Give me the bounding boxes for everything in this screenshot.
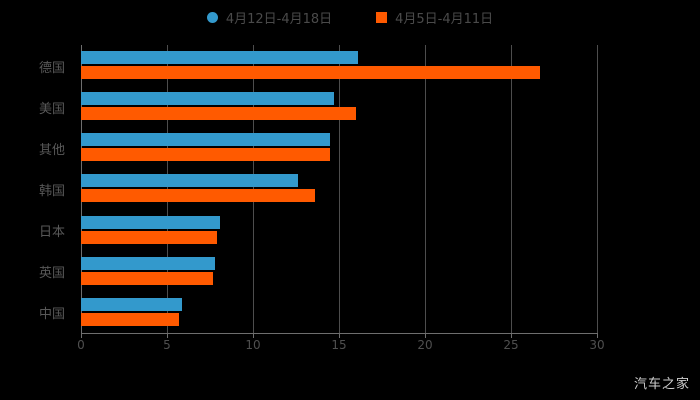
bar-series-1[interactable] bbox=[81, 256, 216, 270]
bar-series-2[interactable] bbox=[81, 312, 180, 326]
x-tick-10 bbox=[253, 333, 254, 338]
bar-series-1[interactable] bbox=[81, 133, 331, 147]
bar-series-1[interactable] bbox=[81, 51, 358, 64]
legend-item-series-2[interactable]: 4月5日-4月11日 bbox=[376, 8, 493, 27]
watermark: 汽车之家 bbox=[633, 377, 690, 392]
bar-series-2[interactable] bbox=[81, 66, 541, 79]
category-label: 中国 bbox=[38, 307, 65, 323]
gridline-10 bbox=[253, 45, 254, 333]
bar-series-1[interactable] bbox=[81, 174, 298, 188]
x-tick-label-20: 20 bbox=[417, 338, 433, 352]
category-label: 日本 bbox=[38, 225, 65, 241]
gridline-15 bbox=[339, 45, 340, 333]
x-tick-0 bbox=[81, 333, 82, 338]
plot-area bbox=[81, 45, 598, 333]
x-tick-label-30: 30 bbox=[589, 338, 605, 352]
x-tick-5 bbox=[167, 333, 168, 338]
legend-label-series-1: 4月12日-4月18日 bbox=[225, 12, 333, 27]
gridline-0 bbox=[81, 45, 82, 333]
bar-row bbox=[81, 292, 597, 333]
x-tick-20 bbox=[425, 333, 426, 338]
category-axis-labels: 德国美国其他韩国日本英国中国 bbox=[0, 45, 75, 333]
category-label: 英国 bbox=[38, 266, 65, 282]
bar-series-2[interactable] bbox=[81, 107, 357, 121]
x-tick-label-15: 15 bbox=[331, 338, 347, 352]
bar-row bbox=[81, 168, 597, 209]
bar-series-1[interactable] bbox=[81, 92, 334, 106]
chart-legend: 4月12日-4月18日 4月5日-4月11日 bbox=[0, 8, 700, 27]
x-tick-label-0: 0 bbox=[77, 338, 85, 352]
bar-series-2[interactable] bbox=[81, 271, 214, 285]
gridline-25 bbox=[511, 45, 512, 333]
gridline-20 bbox=[425, 45, 426, 333]
bar-row bbox=[81, 45, 597, 86]
bar-row bbox=[81, 251, 597, 292]
bar-series-1[interactable] bbox=[81, 215, 221, 229]
bar-row bbox=[81, 127, 597, 168]
bar-row bbox=[81, 210, 597, 251]
bar-series-2[interactable] bbox=[81, 148, 331, 162]
x-tick-30 bbox=[597, 333, 598, 338]
gridline-5 bbox=[167, 45, 168, 333]
x-tick-label-10: 10 bbox=[245, 338, 261, 352]
bar-series-2[interactable] bbox=[81, 230, 217, 244]
square-marker-icon bbox=[376, 12, 388, 23]
gridline-30 bbox=[597, 45, 598, 333]
x-tick-label-5: 5 bbox=[163, 338, 171, 352]
x-tick-15 bbox=[339, 333, 340, 338]
category-label: 其他 bbox=[38, 142, 65, 158]
bar-series-2[interactable] bbox=[81, 189, 315, 203]
legend-label-series-2: 4月5日-4月11日 bbox=[395, 12, 494, 27]
legend-item-series-1[interactable]: 4月12日-4月18日 bbox=[206, 8, 333, 27]
category-label: 韩国 bbox=[38, 184, 65, 199]
bar-series-1[interactable] bbox=[81, 297, 183, 311]
category-label: 美国 bbox=[38, 101, 65, 117]
bar-row bbox=[81, 86, 597, 127]
bar-rows bbox=[81, 45, 597, 333]
circle-marker-icon bbox=[206, 12, 218, 23]
x-tick-label-25: 25 bbox=[503, 338, 519, 352]
x-tick-25 bbox=[511, 333, 512, 338]
category-label: 德国 bbox=[38, 60, 65, 76]
